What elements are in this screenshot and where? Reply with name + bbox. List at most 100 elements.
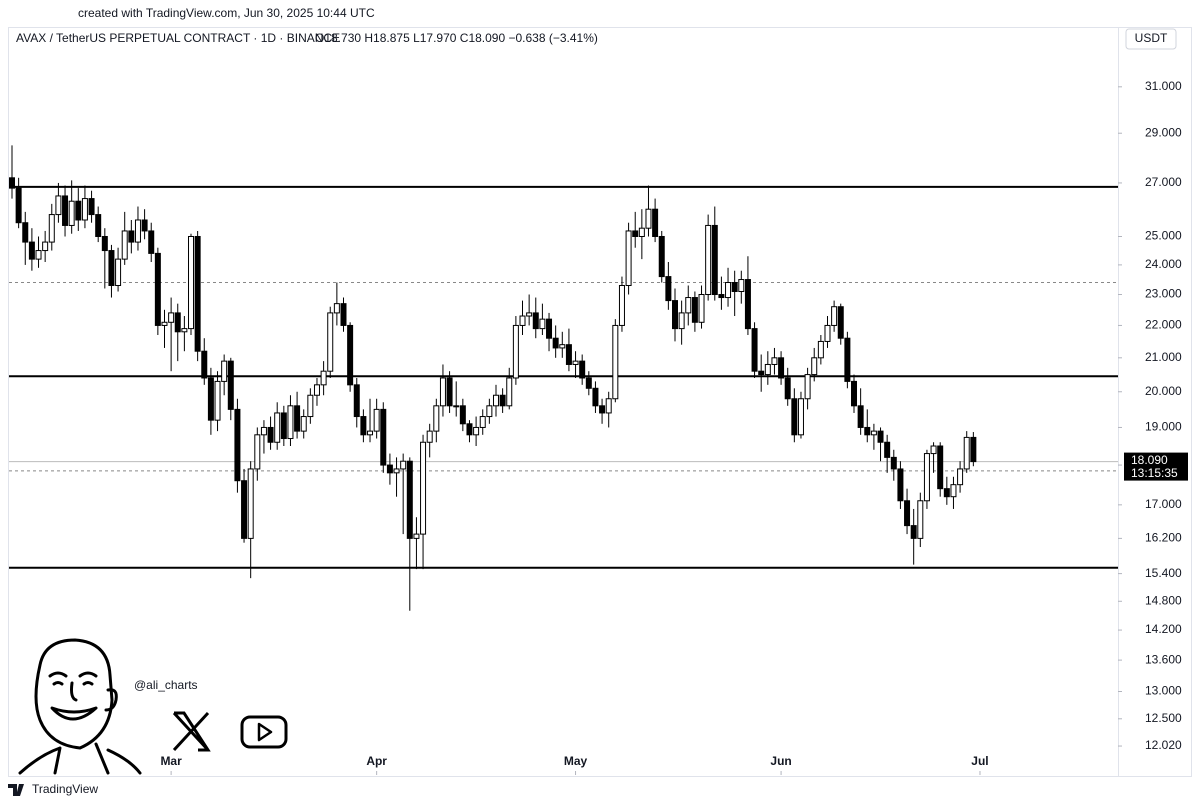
candle-body xyxy=(459,405,466,425)
candle-body xyxy=(486,405,493,418)
candle-body xyxy=(168,312,175,323)
candle-body xyxy=(22,222,29,243)
candle-body xyxy=(638,227,645,237)
candle-body xyxy=(751,328,758,372)
candle-body xyxy=(400,460,407,470)
candle-body xyxy=(711,224,718,296)
countdown-label: 13:15:35 xyxy=(1131,466,1178,480)
candle-body xyxy=(731,282,738,292)
candle-body xyxy=(937,445,944,490)
candle-body xyxy=(526,312,533,317)
y-tick-label: 14.800 xyxy=(1145,593,1182,607)
candle-body xyxy=(632,230,639,237)
candle-body xyxy=(618,284,625,326)
candle-body xyxy=(81,198,88,221)
candle-body xyxy=(227,360,234,410)
candle-body xyxy=(685,297,692,314)
candle-body xyxy=(101,235,108,252)
candle-body xyxy=(75,200,82,221)
candle-body xyxy=(552,337,559,349)
candle-body xyxy=(148,230,155,254)
candle-body xyxy=(433,405,440,432)
candle-body xyxy=(904,500,911,527)
candle-body xyxy=(565,344,572,365)
candle-body xyxy=(115,258,122,286)
x-tick-label: Jul xyxy=(971,754,988,768)
candle-body xyxy=(55,195,62,216)
candle-body xyxy=(725,282,732,299)
candle-body xyxy=(88,198,95,216)
candle-body xyxy=(367,430,374,436)
candle-body xyxy=(532,312,539,330)
candle-body xyxy=(970,436,977,463)
candle-body xyxy=(439,377,446,407)
y-tick-label: 12.020 xyxy=(1145,738,1182,752)
y-tick-label: 31.000 xyxy=(1145,79,1182,93)
youtube-icon xyxy=(240,715,288,749)
y-tick-label: 29.000 xyxy=(1145,125,1182,139)
candle-body xyxy=(705,224,712,296)
last-price-label: 18.090 xyxy=(1131,453,1168,467)
y-tick-label: 21.000 xyxy=(1145,350,1182,364)
candle-body xyxy=(499,394,506,407)
candle-body xyxy=(658,235,665,278)
candle-body xyxy=(645,208,652,229)
candle-body xyxy=(764,363,771,376)
y-tick-label: 17.000 xyxy=(1145,497,1182,511)
candle-body xyxy=(579,360,586,379)
candle-body xyxy=(804,374,811,400)
candle-body xyxy=(923,453,930,502)
candle-body xyxy=(738,279,745,292)
candle-body xyxy=(234,408,241,482)
candle-body xyxy=(280,412,287,440)
candle-body xyxy=(360,416,367,436)
candle-body xyxy=(141,219,148,232)
attribution: created with TradingView.com, Jun 30, 20… xyxy=(78,6,375,20)
candle-body xyxy=(446,377,453,407)
y-tick-label: 22.000 xyxy=(1145,318,1182,332)
candle-body xyxy=(943,488,950,498)
candle-body xyxy=(473,426,480,436)
candle-body xyxy=(672,300,678,330)
currency: USDT xyxy=(1135,31,1168,45)
candle-body xyxy=(539,318,546,330)
y-tick-label: 25.000 xyxy=(1145,229,1182,243)
y-tick-label: 16.200 xyxy=(1145,531,1182,545)
candle-body xyxy=(897,468,904,502)
candle-body xyxy=(453,405,460,408)
candle-body xyxy=(313,384,320,396)
candle-body xyxy=(519,315,526,326)
candle-body xyxy=(181,328,188,333)
candle-body xyxy=(353,384,360,418)
y-tick-label: 14.200 xyxy=(1145,622,1182,636)
y-tick-label: 19.000 xyxy=(1145,420,1182,434)
ohlc-legend: O18.730 H18.875 L17.970 C18.090 −0.638 (… xyxy=(315,31,598,45)
candle-body xyxy=(811,357,818,376)
candle-body xyxy=(652,208,659,237)
avatar xyxy=(18,638,142,775)
brand-logo xyxy=(8,784,24,796)
candle-body xyxy=(824,324,831,342)
candle-body xyxy=(917,500,924,539)
candle-body xyxy=(698,294,705,323)
candle-body xyxy=(778,357,785,379)
x-tick-label: Mar xyxy=(160,754,182,768)
candle-body xyxy=(864,426,871,436)
candle-body xyxy=(831,306,838,326)
candle-body xyxy=(48,214,55,243)
candle-body xyxy=(188,235,195,330)
x-icon xyxy=(172,711,211,752)
candle-body xyxy=(260,426,267,436)
candle-body xyxy=(691,297,698,323)
candle-body xyxy=(320,370,327,386)
candle-body xyxy=(837,306,844,339)
candle-body xyxy=(287,405,294,440)
candle-body xyxy=(884,441,891,458)
candle-body xyxy=(108,250,115,286)
candle-body xyxy=(42,241,49,252)
candle-body xyxy=(930,445,937,455)
candle-body xyxy=(35,250,42,260)
candle-body xyxy=(718,294,725,299)
candle-body xyxy=(857,405,864,428)
candle-body xyxy=(784,377,791,400)
